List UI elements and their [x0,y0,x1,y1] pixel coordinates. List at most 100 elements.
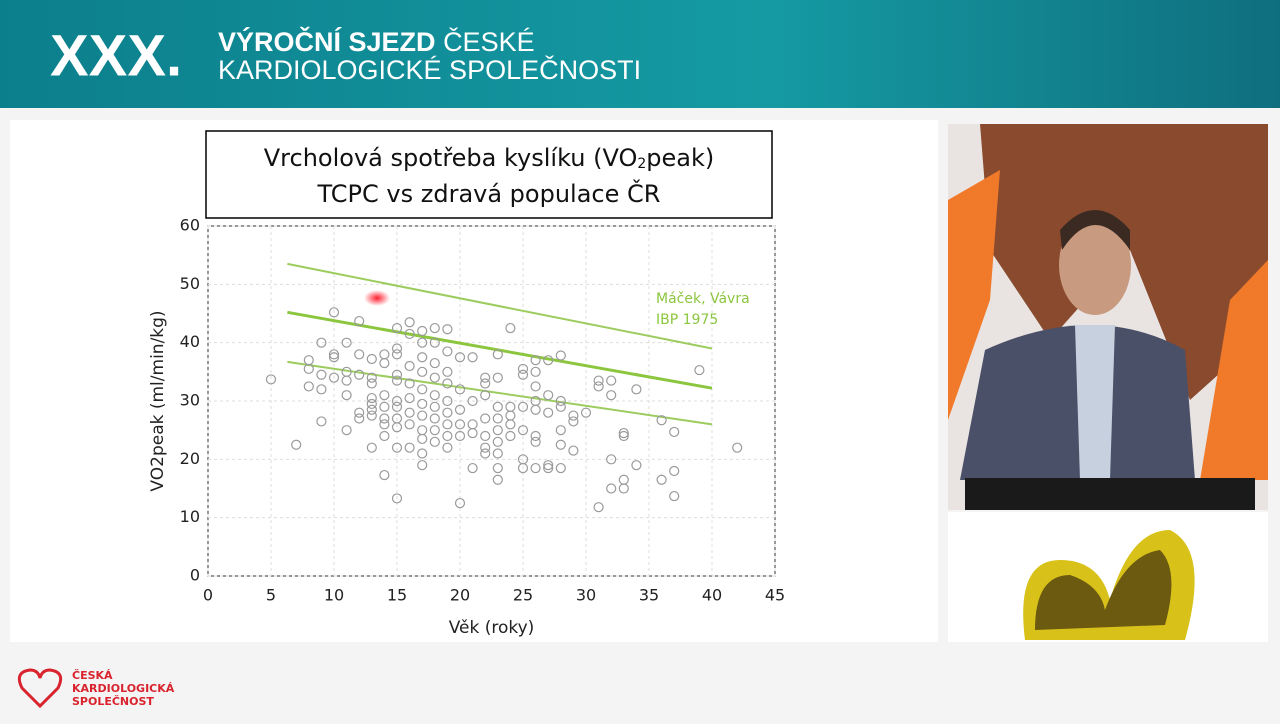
reference-line [287,262,713,350]
title-sub: 2 [637,156,646,172]
point [555,462,566,474]
point [606,483,617,494]
point [429,372,440,383]
point [404,407,415,418]
point [391,343,403,354]
point [517,425,529,436]
point [366,353,377,365]
point [480,378,491,389]
point [391,349,403,360]
point [606,375,617,386]
header-number: XXX. [50,23,182,88]
y-tick-label: 30 [180,391,200,410]
laser-pointer [364,290,390,306]
point [467,352,478,363]
point [391,442,403,453]
header-line1: VÝROČNÍ SJEZD ČESKÉ [218,26,535,57]
point [379,357,390,369]
point [316,384,327,395]
point [429,322,440,334]
point [492,474,503,485]
chart-title: Vrcholová spotřeba kyslíku (VO2peak) [264,144,714,172]
point [694,364,705,376]
point [568,416,579,427]
point [543,460,554,471]
point [606,390,617,401]
point [593,502,604,513]
point [442,395,453,407]
point [492,436,503,447]
point [417,384,428,395]
point [341,375,352,386]
point [391,422,403,433]
point [543,462,554,474]
x-tick-label: 30 [576,586,596,605]
point [379,419,390,430]
point [366,442,377,453]
y-tick-label: 60 [180,216,200,235]
y-axis-label: VO2peak (ml/min/kg) [148,310,168,491]
point [454,384,466,395]
society-logo [17,668,63,709]
x-tick-label: 20 [450,586,470,605]
point [492,425,503,436]
point [328,349,340,360]
x-axis-label: Věk (roky) [449,618,535,638]
point [341,390,352,401]
point [480,413,491,424]
point [555,401,566,412]
footer-text: ČESKÁ [72,669,113,682]
point [404,392,415,404]
point [442,366,453,377]
point [404,317,415,328]
point [379,413,390,424]
point [492,413,503,424]
point [417,352,428,363]
annotation: Máček, Vávra [656,291,750,307]
point [543,407,554,418]
point [354,413,365,424]
point [442,407,453,418]
point [555,439,566,450]
point [316,337,327,348]
point [341,425,352,436]
point [505,419,516,430]
point [517,401,529,412]
point [316,369,327,380]
point [517,369,529,380]
point [379,390,390,401]
x-tick-label: 10 [324,586,344,605]
x-tick-label: 25 [513,586,533,605]
point [454,430,466,442]
point [656,415,667,426]
point [379,430,390,442]
point [618,427,629,439]
point [492,401,503,412]
point [505,430,516,442]
point [580,407,592,418]
point [291,439,302,450]
point [429,390,440,401]
y-tick-label: 50 [180,274,200,293]
point [454,352,466,363]
point [517,363,529,375]
point [480,442,491,453]
title-box [205,130,773,219]
speaker-shirt [1075,325,1115,480]
point [656,474,667,485]
point [530,404,541,415]
point [669,490,680,502]
point [366,372,377,383]
point [568,445,579,456]
point [480,430,491,442]
chart-subtitle: TCPC vs zdravá populace ČR [317,178,661,208]
reference-line [287,360,713,426]
point [454,497,466,509]
point [530,462,541,474]
point [366,410,377,421]
point [354,349,365,360]
point [391,493,403,504]
point [404,378,415,389]
point [341,337,352,348]
point [429,425,440,436]
